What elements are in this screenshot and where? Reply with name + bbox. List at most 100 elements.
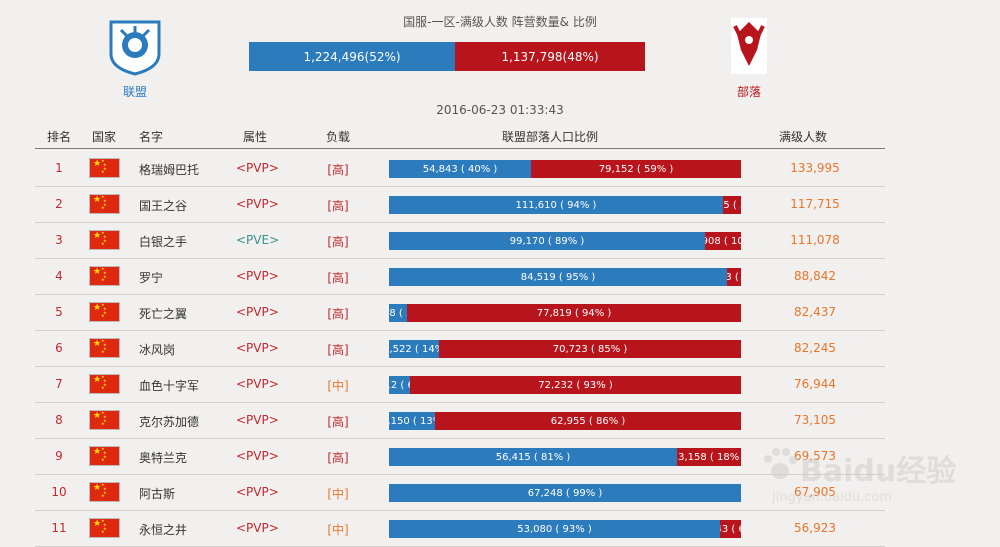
table-row[interactable]: 4 ★★★★★ 罗宁 <PVP> [高] 84,519 ( 95% )4,323 ( 4%… xyxy=(35,258,885,295)
timestamp: 2016-06-23 01:33:43 xyxy=(436,103,564,117)
server-name[interactable]: 冰风岗 xyxy=(139,343,176,357)
server-load: [高] xyxy=(327,343,349,357)
watermark-url: jingyan.baidu.com xyxy=(772,490,892,505)
row-rank: 7 xyxy=(55,377,63,391)
population-ratio-bar: 84,519 ( 95% )4,323 ( 4% ) xyxy=(389,268,741,286)
server-name[interactable]: 格瑞姆巴托 xyxy=(139,163,200,177)
max-level-count: 117,715 xyxy=(790,197,840,211)
table-row[interactable]: 5 ★★★★★ 死亡之翼 <PVP> [高] 4,618 ( 5% )77,819 ( 9… xyxy=(35,294,885,331)
server-name[interactable]: 永恒之井 xyxy=(139,523,188,537)
server-type: <PVP> xyxy=(236,377,279,391)
alliance-segment: 53,080 ( 93% ) xyxy=(389,520,720,538)
population-ratio-bar: 56,415 ( 81% )13,158 ( 18% ) xyxy=(389,448,741,466)
china-flag-icon: ★ ★ ★ ★ ★ xyxy=(89,374,120,394)
table-row[interactable]: 8 ★★★★★ 克尔苏加德 <PVP> [高] 10,150 ( 13% )62,955 … xyxy=(35,402,885,439)
server-name[interactable]: 罗宁 xyxy=(139,271,164,285)
alliance-faction: 联盟 xyxy=(107,18,163,100)
server-name[interactable]: 血色十字军 xyxy=(139,379,200,393)
alliance-segment: 67,248 ( 99% ) xyxy=(389,484,741,502)
china-flag-icon: ★ ★ ★ ★ ★ xyxy=(89,410,120,430)
server-type: <PVP> xyxy=(236,269,279,283)
alliance-segment: 10,150 ( 13% ) xyxy=(389,412,435,430)
horde-label: 部落 xyxy=(736,85,761,99)
row-rank: 2 xyxy=(55,197,63,211)
header-load: 负载 xyxy=(326,130,351,144)
china-flag-icon: ★ ★ ★ ★ ★ xyxy=(89,266,120,286)
table-row[interactable]: 1 ★ ★ ★ ★ ★ 格瑞姆巴托 <PVP> [高] 54,843 ( 40% ) 79,152 … xyxy=(35,150,885,187)
china-flag-icon: ★ ★ ★ ★ ★ xyxy=(89,230,120,250)
row-rank: 3 xyxy=(55,233,63,247)
table-row[interactable]: 6 ★★★★★ 冰风岗 <PVP> [高] 11,522 ( 14% )70,723 ( … xyxy=(35,330,885,367)
horde-segment: 72,232 ( 93% ) xyxy=(410,376,741,394)
horde-total: 1,137,798(48%) xyxy=(455,42,645,71)
horde-segment: 6,105 ( 5% ) xyxy=(723,196,741,214)
alliance-segment: 4,618 ( 5% ) xyxy=(389,304,407,322)
alliance-segment: 56,415 ( 81% ) xyxy=(389,448,677,466)
alliance-segment: 11,522 ( 14% ) xyxy=(389,340,439,358)
table-row[interactable]: 10 ★★★★★ 阿古斯 <PVP> [中] 67,248 ( 99% )657 ( 0%… xyxy=(35,474,885,511)
server-name[interactable]: 克尔苏加德 xyxy=(139,415,200,429)
max-level-count: 76,944 xyxy=(794,377,836,391)
server-load: [高] xyxy=(327,415,349,429)
table-row[interactable]: 11 ★★★★★ 永恒之井 <PVP> [中] 53,080 ( 93% )3,843 (… xyxy=(35,510,885,547)
china-flag-icon: ★ ★ ★ ★ ★ xyxy=(89,446,120,466)
row-rank: 11 xyxy=(51,521,67,535)
server-type: <PVE> xyxy=(236,233,280,247)
horde-segment: 62,955 ( 86% ) xyxy=(435,412,741,430)
china-flag-icon: ★ ★ ★ ★ ★ xyxy=(89,158,120,178)
server-load: [高] xyxy=(327,163,349,177)
china-flag-icon: ★ ★ ★ ★ ★ xyxy=(89,302,120,322)
server-type: <PVP> xyxy=(236,197,279,211)
server-name[interactable]: 死亡之翼 xyxy=(139,307,188,321)
horde-segment: 13,158 ( 18% ) xyxy=(677,448,741,466)
server-load: [中] xyxy=(327,487,349,501)
alliance-segment: 84,519 ( 95% ) xyxy=(389,268,727,286)
population-ratio-bar: 10,150 ( 13% )62,955 ( 86% ) xyxy=(389,412,741,430)
max-level-count: 73,105 xyxy=(794,413,836,427)
server-type: <PVP> xyxy=(236,305,279,319)
china-flag-icon: ★ ★ ★ ★ ★ xyxy=(89,518,120,538)
server-name[interactable]: 阿古斯 xyxy=(139,487,176,501)
china-flag-icon: ★ ★ ★ ★ ★ xyxy=(89,338,120,358)
max-level-count: 69,573 xyxy=(794,449,836,463)
alliance-segment: 99,170 ( 89% ) xyxy=(389,232,705,250)
server-load: [高] xyxy=(327,199,349,213)
population-ratio-bar: 11,522 ( 14% )70,723 ( 85% ) xyxy=(389,340,741,358)
alliance-label: 联盟 xyxy=(122,85,147,99)
table-row[interactable]: 3 ★★★★★ 白银之手 <PVE> [高] 99,170 ( 89% )11,908 (… xyxy=(35,222,885,259)
table-row[interactable]: 2 ★★★★★ 国王之谷 <PVP> [高] 111,610 ( 94% )6,105 (… xyxy=(35,186,885,223)
header-name: 名字 xyxy=(139,130,164,144)
population-ratio-bar: 67,248 ( 99% )657 ( 0% ) xyxy=(389,484,741,502)
table-row[interactable]: 7 ★★★★★ 血色十字军 <PVP> [中] 4,712 ( 6% )72,232 ( … xyxy=(35,366,885,403)
header-rank: 排名 xyxy=(47,130,72,144)
server-load: [高] xyxy=(327,451,349,465)
population-ratio-bar: 54,843 ( 40% ) 79,152 ( 59% ) xyxy=(389,160,741,178)
server-name[interactable]: 奥特兰克 xyxy=(139,451,188,465)
max-level-count: 82,245 xyxy=(794,341,836,355)
server-load: [中] xyxy=(327,523,349,537)
alliance-segment: 4,712 ( 6% ) xyxy=(389,376,410,394)
header-country: 国家 xyxy=(92,130,117,144)
table-header: 排名 国家 名字 属性 负载 联盟部落人口比例 满级人数 xyxy=(35,124,885,149)
faction-totals-bar: 1,224,496(52%) 1,137,798(48%) xyxy=(249,42,645,71)
server-type: <PVP> xyxy=(236,161,279,175)
horde-segment: 3,843 ( 6% ) xyxy=(720,520,741,538)
population-ratio-bar: 4,712 ( 6% )72,232 ( 93% ) xyxy=(389,376,741,394)
alliance-segment: 111,610 ( 94% ) xyxy=(389,196,723,214)
paw-icon xyxy=(764,448,797,479)
row-rank: 10 xyxy=(51,485,67,499)
horde-segment: 79,152 ( 59% ) xyxy=(531,160,741,178)
server-load: [中] xyxy=(327,379,349,393)
row-rank: 4 xyxy=(55,269,63,283)
baidu-watermark: Baidu经验 jingyan.baidu.com xyxy=(760,440,990,530)
alliance-total: 1,224,496(52%) xyxy=(249,42,455,71)
horde-segment: 4,323 ( 4% ) xyxy=(727,268,741,286)
horde-segment: 77,819 ( 94% ) xyxy=(407,304,741,322)
population-ratio-bar: 4,618 ( 5% )77,819 ( 94% ) xyxy=(389,304,741,322)
horde-crest-icon xyxy=(731,18,767,74)
server-name[interactable]: 国王之谷 xyxy=(139,199,188,213)
server-name[interactable]: 白银之手 xyxy=(139,235,188,249)
table-row[interactable]: 9 ★★★★★ 奥特兰克 <PVP> [高] 56,415 ( 81% )13,158 (… xyxy=(35,438,885,475)
china-flag-icon: ★ ★ ★ ★ ★ xyxy=(89,482,120,502)
max-level-count: 82,437 xyxy=(794,305,836,319)
